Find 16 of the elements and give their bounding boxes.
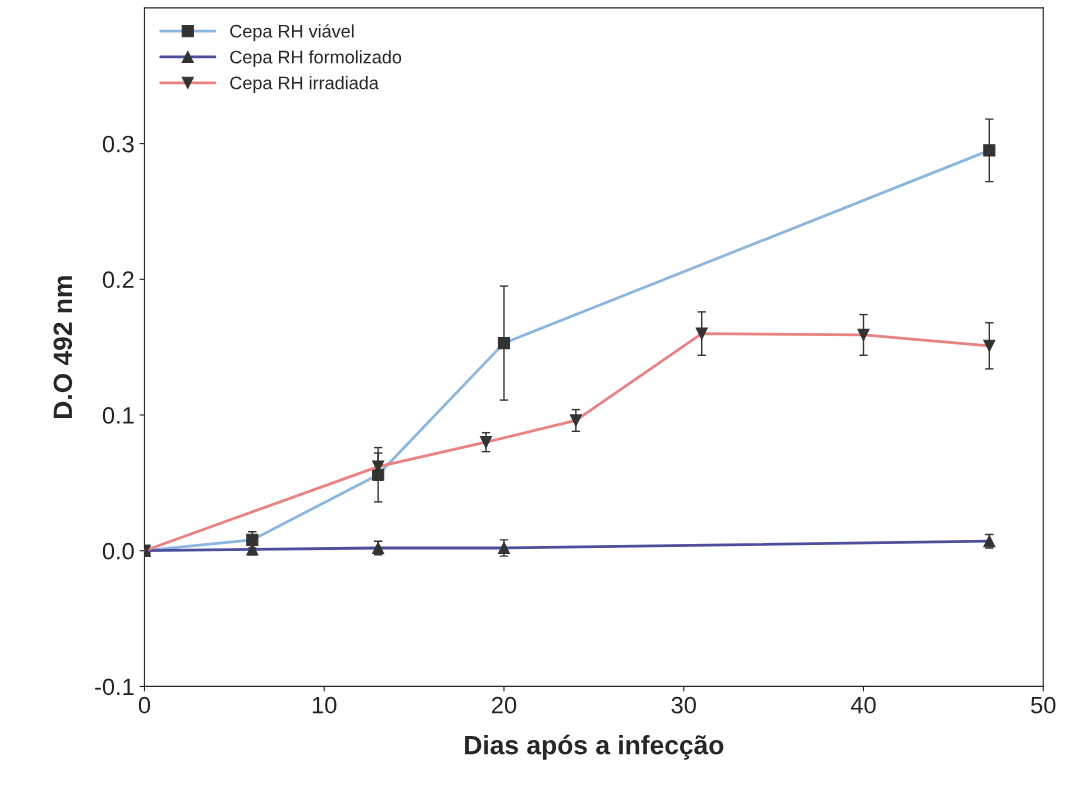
x-tick-label: 40 [850, 696, 876, 714]
x-tick-label: 0 [138, 696, 151, 714]
x-axis-title: Dias após a infecção [465, 734, 724, 760]
y-tick-label: 0.3 [102, 135, 134, 153]
y-tick-label: -0.1 [95, 678, 134, 696]
legend-label: Cepa RH irradiada [230, 76, 379, 93]
x-tick-label: 50 [1031, 696, 1056, 714]
x-tick-label: 10 [312, 696, 337, 714]
x-tick-label: 20 [492, 696, 517, 714]
y-axis-title: D.O 492 nm [53, 276, 73, 418]
legend-label: Cepa RH viável [230, 24, 354, 42]
y-tick-label: 0.2 [102, 271, 134, 289]
y-tick-label: 0.0 [102, 542, 134, 560]
x-tick-label: 30 [671, 696, 696, 714]
legend-label: Cepa RH formolizado [230, 50, 402, 68]
y-tick-label: 0.1 [102, 407, 134, 424]
